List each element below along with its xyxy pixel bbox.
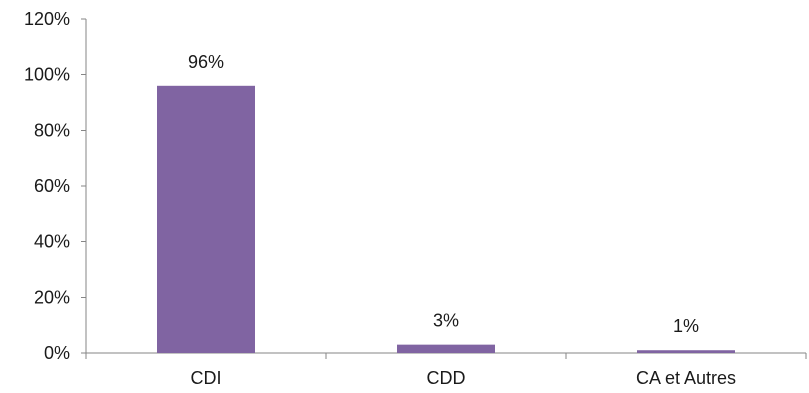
bar: [397, 344, 495, 353]
bar-series: [157, 85, 735, 354]
bar: [157, 85, 255, 354]
y-tick-label: 20%: [34, 287, 70, 307]
data-label: 1%: [673, 316, 699, 336]
y-tick-label: 40%: [34, 232, 70, 252]
data-labels: 96% 3% 1%: [188, 52, 699, 336]
bar: [637, 350, 735, 353]
x-axis: CDI CDD CA et Autres: [85, 352, 807, 388]
data-label: 96%: [188, 52, 224, 72]
x-tick-label: CA et Autres: [636, 368, 736, 388]
x-tick-label: CDD: [427, 368, 466, 388]
y-tick-label: 0%: [44, 343, 70, 363]
data-label: 3%: [433, 311, 459, 331]
y-tick-label: 100%: [24, 65, 70, 85]
x-tick-label: CDI: [191, 368, 222, 388]
y-tick-label: 120%: [24, 9, 70, 29]
y-tick-label: 80%: [34, 120, 70, 140]
y-tick-label: 60%: [34, 176, 70, 196]
y-axis: 0% 20% 40% 60% 80% 100% 120%: [24, 9, 87, 363]
